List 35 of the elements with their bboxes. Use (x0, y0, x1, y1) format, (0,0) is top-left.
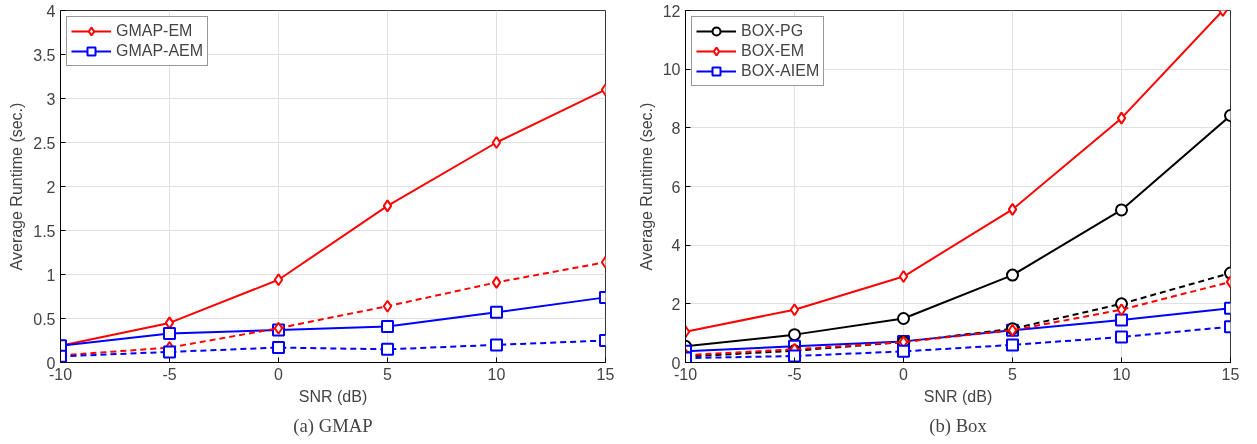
y-tick-label: 0.5 (33, 310, 56, 328)
legend-label: GMAP-AEM (116, 42, 204, 60)
x-tick-label: 5 (383, 365, 393, 383)
x-tick-label: -5 (162, 365, 177, 383)
y-tick-label: 3.5 (33, 46, 56, 64)
x-tick-label: 10 (1112, 365, 1131, 383)
x-tick-label: 15 (1221, 365, 1240, 383)
y-tick-label: 2 (671, 295, 681, 313)
x-tick-label: 10 (487, 365, 506, 383)
x-tick-label: -5 (787, 365, 802, 383)
text: (b) Box (929, 414, 988, 437)
x-axis-title: SNR (dB) (923, 387, 993, 405)
legend-label: GMAP-EM (116, 22, 193, 40)
legend-label: BOX-AIEM (741, 62, 820, 80)
y-tick-label: 12 (662, 2, 681, 20)
y-tick-label: 4 (671, 237, 681, 255)
x-tick-label: 15 (596, 365, 615, 383)
x-tick-label: 5 (1008, 365, 1018, 383)
x-axis-title: SNR (dB) (298, 387, 368, 405)
y-tick-label: 10 (662, 61, 681, 79)
y-tick-label: 2.5 (33, 134, 56, 152)
legend-label: BOX-PG (741, 22, 804, 40)
y-tick-label: 8 (671, 119, 681, 137)
legend-label: BOX-EM (741, 42, 805, 60)
y-tick-label: 1 (46, 266, 56, 284)
y-axis-title: Average Runtime (sec.) (8, 102, 26, 271)
y-tick-label: 3 (46, 90, 56, 108)
text: (a) GMAP (293, 414, 373, 437)
y-tick-label: 6 (671, 178, 681, 196)
y-tick-label: 2 (46, 178, 56, 196)
y-axis-title: Average Runtime (sec.) (637, 102, 655, 271)
x-tick-label: 0 (899, 365, 909, 383)
x-tick-label: 0 (274, 365, 284, 383)
y-tick-label: 1.5 (33, 222, 56, 240)
y-tick-label: 4 (46, 2, 56, 20)
